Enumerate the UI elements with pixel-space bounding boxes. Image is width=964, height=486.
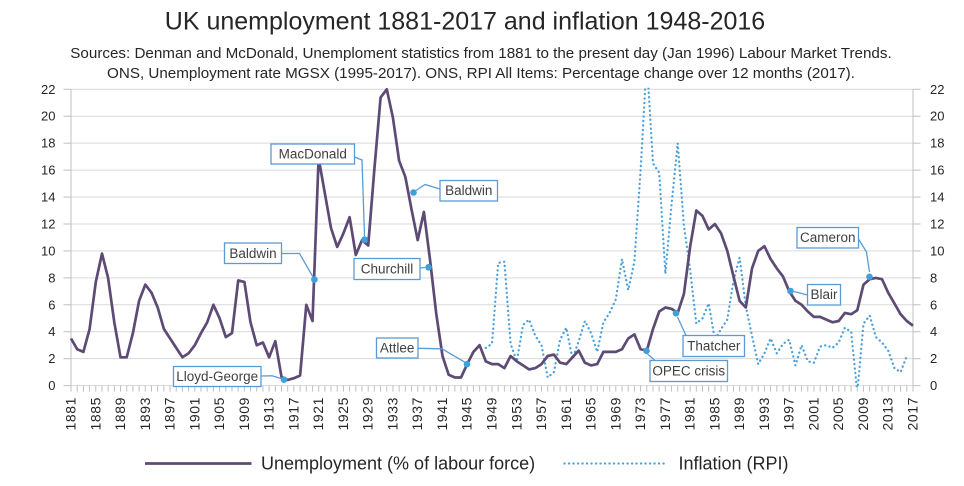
svg-text:Cameron: Cameron <box>800 230 856 245</box>
svg-text:1989: 1989 <box>731 397 747 431</box>
svg-text:16: 16 <box>41 163 55 178</box>
svg-text:1913: 1913 <box>261 397 277 431</box>
svg-text:14: 14 <box>41 190 55 205</box>
svg-text:1885: 1885 <box>87 397 103 431</box>
svg-text:14: 14 <box>930 190 944 205</box>
svg-text:Sources: Denman and McDonald,: Sources: Denman and McDonald, Unemplomen… <box>70 45 891 62</box>
svg-text:1929: 1929 <box>360 397 376 431</box>
svg-text:Baldwin: Baldwin <box>445 183 492 198</box>
svg-text:Attlee: Attlee <box>380 341 415 356</box>
svg-text:1897: 1897 <box>162 397 178 431</box>
svg-text:1933: 1933 <box>384 397 400 431</box>
svg-text:1945: 1945 <box>459 397 475 431</box>
svg-text:1965: 1965 <box>583 397 599 431</box>
svg-text:2: 2 <box>48 351 55 366</box>
svg-text:1881: 1881 <box>63 397 79 431</box>
svg-text:Inflation (RPI): Inflation (RPI) <box>679 454 789 474</box>
svg-text:2005: 2005 <box>830 397 846 431</box>
svg-text:2017: 2017 <box>905 397 921 431</box>
svg-text:1973: 1973 <box>632 397 648 431</box>
svg-text:1977: 1977 <box>657 397 673 431</box>
svg-text:12: 12 <box>41 216 55 231</box>
svg-text:0: 0 <box>48 378 55 393</box>
svg-text:6: 6 <box>48 297 55 312</box>
svg-text:20: 20 <box>930 109 944 124</box>
svg-text:Thatcher: Thatcher <box>687 339 741 354</box>
svg-text:10: 10 <box>930 243 944 258</box>
svg-text:Blair: Blair <box>810 287 838 302</box>
svg-text:1949: 1949 <box>484 397 500 431</box>
svg-text:4: 4 <box>930 324 937 339</box>
svg-text:0: 0 <box>930 378 937 393</box>
svg-text:1985: 1985 <box>706 397 722 431</box>
svg-text:8: 8 <box>930 270 937 285</box>
svg-text:1953: 1953 <box>508 397 524 431</box>
svg-text:1917: 1917 <box>285 397 301 431</box>
svg-text:Lloyd-George: Lloyd-George <box>176 369 258 384</box>
svg-text:1957: 1957 <box>533 397 549 431</box>
svg-text:2: 2 <box>930 351 937 366</box>
svg-text:ONS, Unemployment rate MGSX (1: ONS, Unemployment rate MGSX (1995-2017).… <box>107 65 855 82</box>
svg-text:UK unemployment 1881-2017 and: UK unemployment 1881-2017 and inflation … <box>165 8 765 36</box>
svg-text:2001: 2001 <box>805 397 821 431</box>
svg-text:6: 6 <box>930 297 937 312</box>
svg-text:1941: 1941 <box>434 397 450 431</box>
svg-text:1893: 1893 <box>137 397 153 431</box>
svg-text:12: 12 <box>930 216 944 231</box>
svg-text:1901: 1901 <box>186 397 202 431</box>
svg-text:18: 18 <box>41 136 55 151</box>
svg-text:1937: 1937 <box>409 397 425 431</box>
svg-text:1997: 1997 <box>781 397 797 431</box>
svg-text:Churchill: Churchill <box>361 262 414 277</box>
svg-text:MacDonald: MacDonald <box>279 147 347 162</box>
svg-text:8: 8 <box>48 270 55 285</box>
svg-text:1981: 1981 <box>682 397 698 431</box>
svg-text:1961: 1961 <box>558 397 574 431</box>
svg-text:22: 22 <box>930 82 944 97</box>
svg-text:OPEC crisis: OPEC crisis <box>652 364 725 379</box>
svg-text:Unemployment (% of labour forc: Unemployment (% of labour force) <box>261 454 535 474</box>
svg-text:22: 22 <box>41 82 55 97</box>
svg-text:1909: 1909 <box>236 397 252 431</box>
svg-text:2013: 2013 <box>880 397 896 431</box>
svg-text:1969: 1969 <box>607 397 623 431</box>
svg-text:1905: 1905 <box>211 397 227 431</box>
svg-text:Baldwin: Baldwin <box>229 246 276 261</box>
svg-text:2009: 2009 <box>855 397 871 431</box>
svg-text:10: 10 <box>41 243 55 258</box>
svg-text:1993: 1993 <box>756 397 772 431</box>
svg-text:4: 4 <box>48 324 55 339</box>
svg-text:1889: 1889 <box>112 397 128 431</box>
svg-text:16: 16 <box>930 163 944 178</box>
svg-text:1925: 1925 <box>335 397 351 431</box>
svg-text:18: 18 <box>930 136 944 151</box>
svg-text:20: 20 <box>41 109 55 124</box>
svg-text:1921: 1921 <box>310 397 326 431</box>
